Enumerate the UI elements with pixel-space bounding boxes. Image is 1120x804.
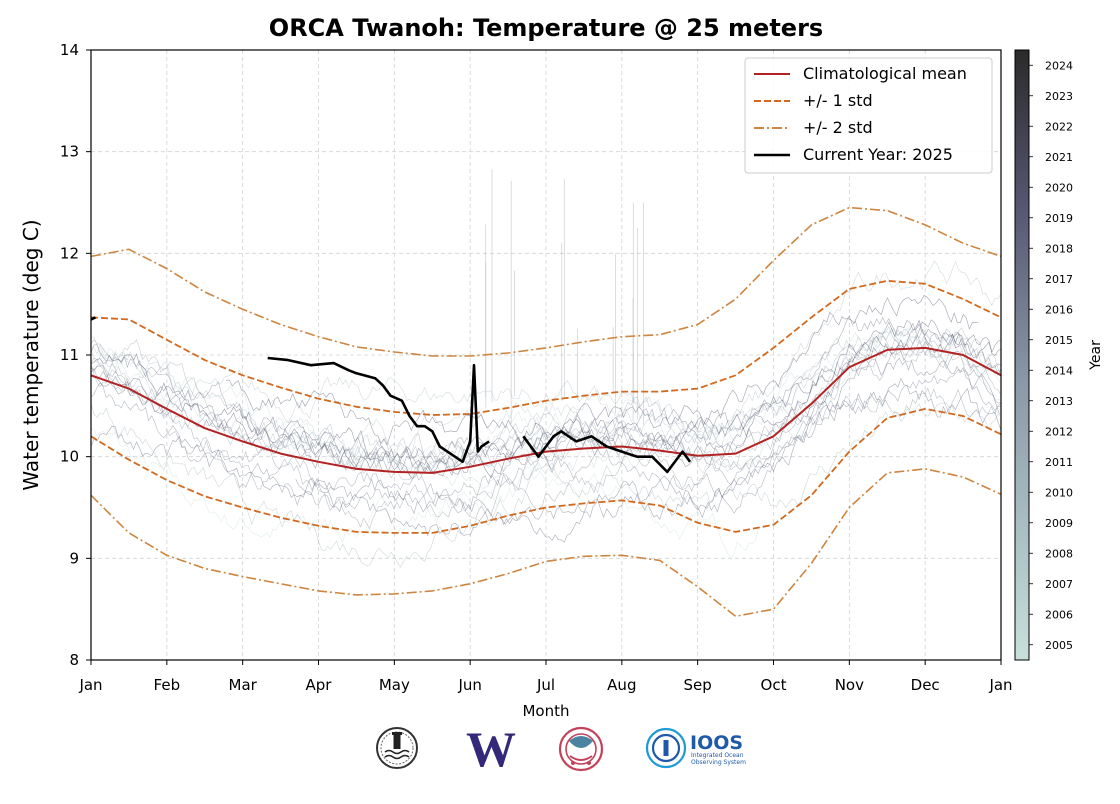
y-tick-label: 9 [69,549,79,567]
ioos-logo-text: IOOS [690,732,743,754]
salmon-seal-icon [560,728,602,770]
lighthouse-seal-icon [377,728,417,768]
historical-year-trace [226,296,978,445]
x-tick-label: Jul [536,676,555,694]
x-tick-label: Apr [306,676,333,694]
y-tick-label: 8 [69,651,79,669]
colorbar-tick-label: 2015 [1045,334,1073,347]
chart-title: ORCA Twanoh: Temperature @ 25 meters [269,14,823,42]
ioos-logo-subtitle-1: Integrated Ocean [691,752,744,759]
colorbar-tick-label: 2013 [1045,395,1073,408]
x-tick-label: Feb [154,676,181,694]
uw-w-logo-icon: W [466,721,516,777]
x-tick-label: May [379,676,410,694]
colorbar-tick-label: 2012 [1045,425,1073,438]
colorbar-tick-label: 2010 [1045,486,1073,499]
legend-label-2std: +/- 2 std [803,118,873,137]
colorbar-tick-label: 2019 [1045,212,1073,225]
colorbar-tick-label: 2016 [1045,303,1073,316]
x-tick-label: Aug [607,676,636,694]
colorbar-tick-label: 2022 [1045,120,1073,133]
uw-logo-text: W [466,721,516,777]
colorbar-tick-label: 2020 [1045,181,1073,194]
colorbar-tick-label: 2023 [1045,90,1073,103]
x-tick-label: Jun [457,676,481,694]
y-tick-label: 14 [60,41,79,59]
colorbar-tick-label: 2018 [1045,242,1073,255]
colorbar-ticks: 2005 2006 2007 2008 2009 2010 2011 2012 2013 2014… [1029,59,1073,652]
colorbar: 2005 2006 2007 2008 2009 2010 2011 2012 2013 2014… [1015,50,1104,660]
x-tick-label: Jan [988,676,1012,694]
x-tick-label: Oct [761,676,787,694]
colorbar-tick-label: 2021 [1045,151,1073,164]
y-axis-label: Water temperature (deg C) [19,219,43,490]
historical-year-trace [91,320,1001,479]
ioos-logo-subtitle-2: Observing System [691,759,746,766]
x-tick-label: Sep [684,676,712,694]
colorbar-tick-label: 2005 [1045,639,1073,652]
y-tick-label: 12 [60,244,79,262]
colorbar-tick-label: 2009 [1045,517,1073,530]
colorbar-tick-label: 2006 [1045,608,1073,621]
y-tick-label: 13 [60,143,79,161]
colorbar-tick-label: 2008 [1045,547,1073,560]
y-tick-label: 11 [60,346,79,364]
colorbar-tick-label: 2017 [1045,273,1073,286]
x-tick-label: Dec [911,676,940,694]
x-tick-label: Mar [229,676,258,694]
legend-label-mean: Climatological mean [803,64,967,83]
legend-label-1std: +/- 1 std [803,91,873,110]
colorbar-gradient [1015,50,1029,660]
x-axis-label: Month [522,702,569,720]
legend: Climatological mean +/- 1 std +/- 2 std … [745,58,992,173]
y-tick-label: 10 [60,448,79,466]
x-axis: Jan Feb Mar Apr May Jun Jul Aug Sep Oct Nov Dec Jan [78,660,1012,694]
ioos-logo-icon: IOOS Integrated Ocean Observing System [647,729,746,767]
legend-label-current-year: Current Year: 2025 [803,145,953,164]
x-tick-label: Jan [78,676,102,694]
x-tick-label: Nov [835,676,864,694]
colorbar-tick-label: 2007 [1045,578,1073,591]
colorbar-tick-label: 2011 [1045,456,1073,469]
footer-logos: W IOOS Integrated Ocean Observing System [377,721,746,777]
colorbar-label: Year [1088,340,1104,371]
y-axis: 8 9 10 11 12 13 14 [60,41,91,669]
colorbar-tick-label: 2014 [1045,364,1073,377]
colorbar-tick-label: 2024 [1045,59,1073,72]
